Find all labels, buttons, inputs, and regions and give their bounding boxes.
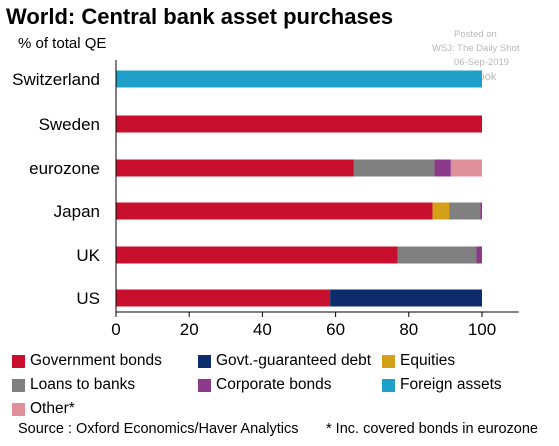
bar-segment-corporate-bonds [434, 159, 451, 177]
bar-segment-government-bonds [116, 159, 354, 177]
x-tick-label: 40 [253, 320, 272, 339]
legend-swatch [12, 402, 25, 416]
bar-segment-loans-to-banks [449, 202, 481, 220]
bar-segment-government-bonds [116, 289, 331, 307]
legend-item: Foreign assets [382, 376, 502, 394]
bar-segment-government-bonds [116, 202, 433, 220]
watermark-line: Posted on [454, 29, 497, 40]
legend-swatch [12, 354, 25, 368]
bar-segment-loans-to-banks [397, 246, 477, 264]
watermark-line: 06-Sep-2019 [454, 57, 509, 68]
footnote: * Inc. covered bonds in eurozone [326, 421, 538, 437]
legend-swatch [198, 354, 211, 368]
legend-item: Govt.-guaranteed debt [198, 352, 371, 370]
category-label: Sweden [39, 115, 100, 134]
source-note: Source : Oxford Economics/Haver Analytic… [18, 421, 299, 437]
x-tick-label: 80 [399, 320, 418, 339]
legend-label: Foreign assets [400, 376, 502, 393]
chart-title: World: Central bank asset purchases [6, 4, 394, 29]
bar-segment-government-bonds [116, 115, 482, 133]
legend-item: Loans to banks [12, 376, 135, 394]
legend-swatch [198, 378, 211, 392]
category-label: Switzerland [12, 70, 100, 89]
bar-segment-government-bonds [116, 246, 398, 264]
x-tick-label: 60 [326, 320, 345, 339]
bar-segment-corporate-bonds [476, 246, 482, 264]
legend-item: Equities [382, 352, 455, 370]
bar-segment-corporate-bonds [480, 202, 482, 220]
watermark-line: WSJ: The Daily Shot [432, 43, 520, 54]
x-tick-label: 100 [468, 320, 496, 339]
bar-segment-other [450, 159, 482, 177]
legend-label: Other* [30, 400, 75, 417]
legend-label: Corporate bonds [216, 376, 332, 393]
legend-item: Other* [12, 400, 75, 418]
bar-segment-loans-to-banks [353, 159, 435, 177]
category-label: UK [76, 246, 100, 265]
category-label: Japan [54, 202, 100, 221]
bar-segment-equities [432, 202, 450, 220]
category-label: eurozone [29, 159, 100, 178]
legend-label: Loans to banks [30, 376, 136, 393]
legend-swatch [382, 378, 395, 392]
legend-label: Equities [400, 352, 456, 369]
bar-segment-govt-guaranteed-debt [330, 289, 482, 307]
bar-segment-foreign-assets [116, 70, 482, 88]
y-axis-unit-label: % of total QE [18, 35, 107, 52]
legend-item: Government bonds [12, 352, 162, 370]
legend-swatch [12, 378, 25, 392]
legend-label: Govt.-guaranteed debt [216, 352, 372, 369]
x-tick-label: 20 [180, 320, 199, 339]
legend-swatch [382, 354, 395, 368]
legend-label: Government bonds [30, 352, 162, 369]
category-label: US [76, 289, 100, 308]
legend-item: Corporate bonds [198, 376, 331, 394]
x-tick-label: 0 [111, 320, 120, 339]
